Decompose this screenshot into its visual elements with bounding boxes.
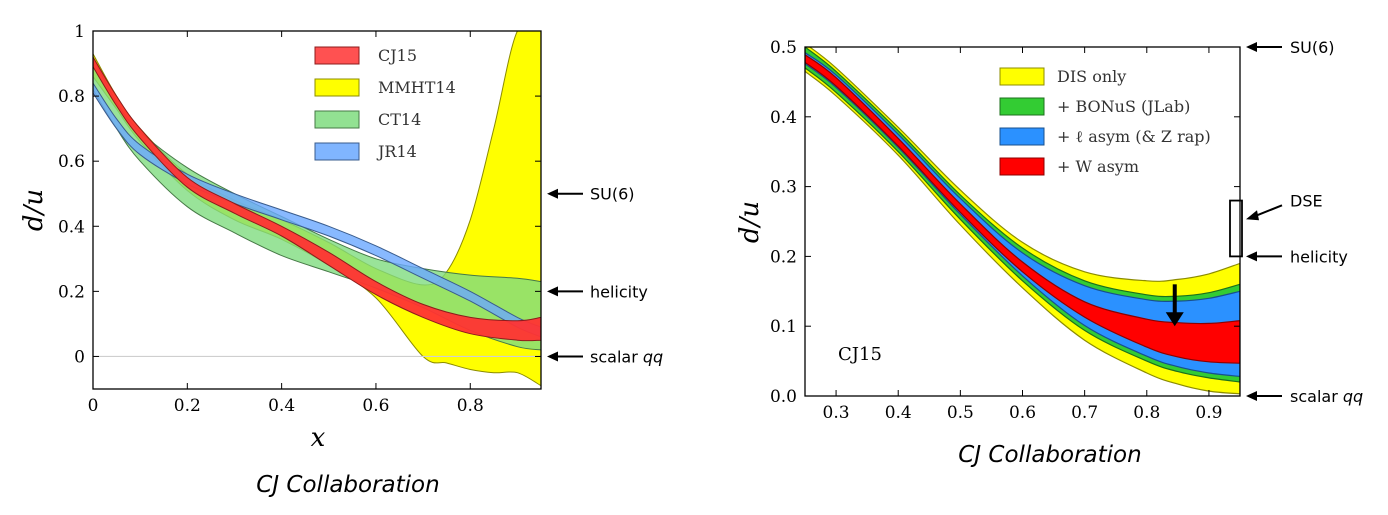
right-annotations: SU(6) DSE helicity scalar qq (1229, 38, 1363, 406)
right-y-tick-label: 0.5 (770, 38, 797, 58)
left-legend-swatch (314, 46, 360, 65)
left-annotations: SU(6) helicity scalar qq (547, 185, 663, 366)
right-y-tick-label: 0.1 (770, 317, 797, 337)
right-axis-ticks: 0.3 0.4 0.5 0.6 0.7 0.8 0.9 0.0 0.1 0.2 0.3 0.4 0.5 (770, 38, 1240, 423)
right-panel: 0.3 0.4 0.5 0.6 0.7 0.8 0.90.00.10.20.30.40.5 … (735, 38, 1363, 468)
right-caption: CJ Collaboration (958, 442, 1141, 468)
right-legend-swatch (999, 127, 1045, 146)
right-annotation-label: SU(6) (1290, 38, 1335, 57)
right-annotation-arrowhead (1246, 42, 1257, 52)
left-legend-label: CT14 (378, 110, 421, 129)
left-x-tick-label: 0 (88, 396, 99, 416)
left-axis-ticks: 0 0.2 0.4 0.6 0.8 0 0.2 0.4 0.6 0.8 1 (58, 22, 541, 416)
right-legend: DIS only + BONuS (JLab) + ℓ asym (& Z rap)… (999, 67, 1211, 176)
left-y-tick-label: 1 (74, 22, 85, 42)
left-annotation-label: scalar qq (590, 347, 663, 366)
left-plot-frame (92, 30, 542, 390)
right-legend-label: DIS only (1057, 67, 1126, 86)
right-y-tick-label: 0.2 (770, 247, 797, 267)
right-x-tick-label: 0.4 (885, 403, 912, 423)
left-annotation-arrowhead (547, 286, 558, 297)
right-x-tick-label: 0.6 (1009, 403, 1036, 423)
left-band-cj15 (93, 56, 541, 342)
right-annotation-arrowhead (1246, 210, 1259, 221)
right-x-tick-label: 0.5 (947, 403, 974, 423)
left-y-tick-label: 0.8 (58, 87, 85, 107)
right-annotation-label: DSE (1290, 191, 1323, 210)
right-annotation-label: helicity (1290, 247, 1348, 266)
left-y-tick-label: 0.6 (58, 152, 85, 172)
right-legend-label: + BONuS (JLab) (1057, 97, 1190, 116)
right-trend-arrow-head (1165, 312, 1184, 327)
left-y-tick-label: 0 (74, 347, 85, 367)
right-band-w-asym (805, 53, 1240, 364)
left-legend-swatch (314, 78, 360, 97)
left-panel: 0 0.2 0.4 0.6 0.8 0 0.2 0.4 0.6 0.8 1 CJ15 MMHT14 CT… (19, 22, 663, 498)
right-legend-swatch (999, 97, 1045, 116)
left-legend-label: MMHT14 (378, 78, 456, 97)
right-y-tick-label: 0.0 (770, 387, 797, 407)
left-x-axis-label: x (311, 423, 326, 453)
left-legend-label: JR14 (376, 142, 417, 161)
right-y-tick-label: 0.4 (770, 108, 797, 128)
left-annotation-label: SU(6) (590, 185, 635, 204)
left-legend-swatch (314, 110, 360, 129)
left-annotation-arrowhead (547, 188, 558, 199)
left-y-tick-label: 0.2 (58, 282, 85, 302)
left-x-tick-label: 0.8 (457, 396, 484, 416)
left-x-tick-label: 0.4 (268, 396, 295, 416)
right-annotation-arrowhead (1246, 391, 1257, 401)
left-bands (93, 31, 541, 387)
left-y-axis-label: d/u (19, 189, 49, 231)
right-annotation-arrowhead (1246, 251, 1257, 262)
left-annotation-arrowhead (547, 351, 558, 362)
right-legend-label: + ℓ asym (& Z rap) (1057, 127, 1211, 146)
right-legend-swatch (999, 157, 1045, 176)
right-legend-label: + W asym (1057, 157, 1139, 176)
right-x-tick-label: 0.7 (1071, 403, 1098, 423)
right-x-tick-label: 0.9 (1195, 403, 1222, 423)
left-caption: CJ Collaboration (256, 472, 439, 498)
right-legend-swatch (999, 67, 1045, 86)
right-trend-arrow (1165, 284, 1184, 327)
left-x-tick-label: 0.6 (362, 396, 389, 416)
right-y-tick-label: 0.3 (770, 178, 797, 198)
left-band-ct14 (93, 56, 541, 351)
left-y-tick-label: 0.4 (58, 217, 85, 237)
right-x-tick-label: 0.8 (1133, 403, 1160, 423)
left-x-tick-label: 0.2 (174, 396, 201, 416)
left-legend-label: CJ15 (378, 46, 417, 65)
left-legend: CJ15 MMHT14 CT14 JR14 (314, 46, 456, 161)
left-legend-swatch (314, 142, 360, 161)
right-dse-range-box (1229, 199, 1243, 258)
right-x-tick-label: 0.3 (823, 403, 850, 423)
right-inset-label: CJ15 (838, 344, 882, 365)
right-y-axis-label: d/u (735, 201, 765, 243)
left-annotation-label: helicity (590, 282, 648, 301)
right-annotation-label: scalar qq (1290, 387, 1363, 406)
